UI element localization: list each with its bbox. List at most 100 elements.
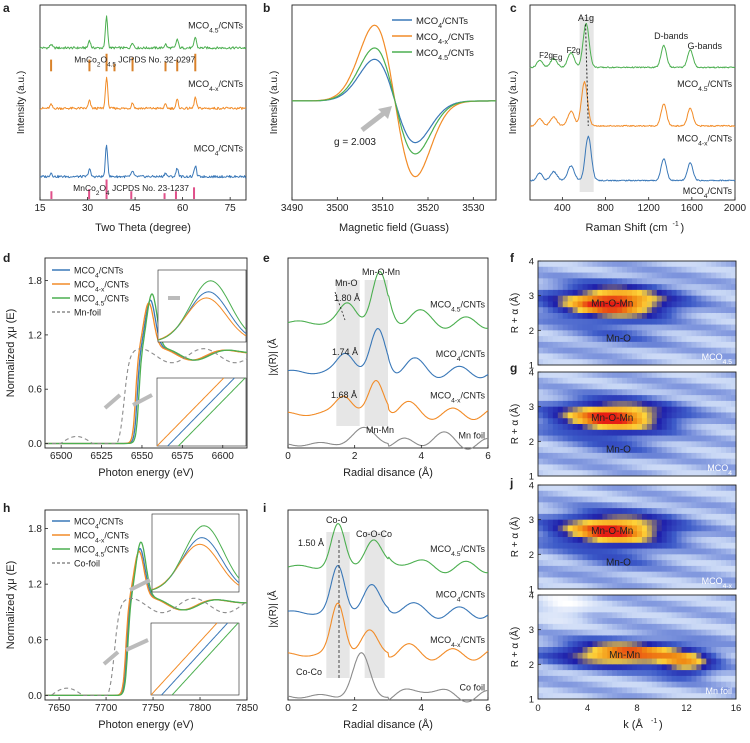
wavelet-cell — [676, 560, 683, 567]
wavelet-cell — [681, 485, 687, 492]
wavelet-cell — [681, 347, 687, 354]
wavelet-cell — [711, 324, 717, 331]
wavelet-cell — [656, 513, 663, 521]
wavelet-cell — [676, 464, 683, 471]
wavelet-cell — [721, 606, 727, 613]
wavelet-cell — [637, 318, 643, 326]
wavelet-cell — [681, 652, 687, 660]
wavelet-cell — [656, 418, 663, 425]
wavelet-cell — [538, 490, 544, 498]
wavelet-cell — [587, 554, 593, 561]
xrd-line-mco45 — [39, 15, 247, 50]
wavelet-cell — [577, 641, 584, 648]
wavelet-cell — [661, 664, 668, 671]
wavelet-cell — [726, 458, 732, 465]
wavelet-cell — [562, 266, 569, 274]
annotation-arrowhead — [378, 106, 392, 119]
wavelet-peak-label: Mn-O — [606, 557, 631, 568]
xrd-series-label: MCO4.5/CNTs — [188, 20, 243, 34]
wavelet-cell — [666, 485, 673, 492]
wavelet-cell — [666, 652, 673, 660]
wavelet-cell — [681, 383, 687, 390]
wavelet-cell — [562, 307, 569, 314]
wavelet-cell — [597, 470, 603, 477]
wavelet-cell — [552, 383, 559, 390]
wavelet-cell — [582, 359, 588, 366]
wavelet-cell — [617, 347, 623, 354]
wavelet-cell — [676, 458, 683, 465]
wavelet-cell — [661, 554, 668, 561]
wavelet-cell — [552, 519, 559, 526]
wavelet-cell — [617, 372, 623, 379]
legend-label: MCO4.5/CNTs — [74, 545, 129, 559]
wavelet-cell — [587, 496, 593, 503]
wavelet-cell — [582, 307, 588, 314]
wavelet-cell — [627, 693, 633, 700]
wavelet-cell — [562, 641, 569, 648]
wavelet-cell — [627, 606, 633, 613]
wavelet-cell — [731, 508, 737, 515]
wavelet-cell — [622, 318, 628, 326]
wavelet-cell — [617, 652, 623, 660]
wavelet-cell — [592, 435, 598, 442]
wavelet-cell — [681, 336, 687, 343]
wavelet-cell — [651, 313, 658, 320]
wavelet-cell — [612, 395, 618, 402]
wavelet-cell — [557, 424, 564, 431]
wavelet-cell — [726, 508, 732, 515]
wavelet-cell — [696, 647, 702, 654]
wavelet-cell — [622, 324, 628, 331]
wavelet-cell — [632, 623, 638, 631]
wavelet-cell — [627, 681, 633, 688]
wavelet-cell — [562, 324, 569, 331]
wavelet-cell — [721, 318, 727, 326]
wavelet-cell — [612, 485, 618, 492]
wavelet-cell — [557, 513, 564, 521]
wavelet-cell — [676, 418, 683, 425]
wavelet-cell — [681, 670, 687, 677]
wavelet-cell — [641, 372, 648, 379]
wavelet-cell — [706, 519, 712, 526]
wavelet-cell — [721, 658, 727, 665]
wavelet-cell — [617, 664, 623, 671]
wavelet-cell — [721, 681, 727, 688]
wavelet-cell — [552, 395, 559, 402]
wavelet-cell — [632, 583, 638, 590]
wavelet-cell — [577, 525, 584, 532]
wavelet-cell — [538, 618, 544, 625]
wavelet-cell — [731, 641, 737, 648]
wavelet-cell — [597, 687, 603, 694]
wavelet-cell — [686, 565, 692, 573]
wavelet-cell — [666, 687, 673, 694]
wavelet-cell — [597, 330, 603, 337]
wavelet-cell — [731, 560, 737, 567]
y-axis-label: R + α (Å) — [508, 517, 521, 558]
wavelet-cell — [716, 359, 722, 366]
wavelet-cell — [676, 647, 683, 654]
wavelet-cell — [711, 424, 717, 431]
wavelet-cell — [716, 418, 722, 425]
wavelet-cell — [562, 318, 569, 326]
wavelet-cell — [612, 284, 618, 291]
wavelet-cell — [656, 324, 663, 331]
wavelet-cell — [567, 353, 574, 360]
wavelet-cell — [686, 395, 692, 402]
wavelet-cell — [731, 623, 737, 631]
wavelet-cell — [592, 295, 598, 302]
wavelet-cell — [617, 353, 623, 360]
wavelet-cell — [681, 647, 687, 654]
wavelet-cell — [557, 554, 564, 561]
wavelet-cell — [671, 341, 678, 349]
wavelet-cell — [731, 548, 737, 555]
wavelet-cell — [651, 452, 658, 460]
inset-line-mco45 — [157, 280, 247, 341]
wavelet-cell — [562, 658, 569, 665]
wavelet-cell — [696, 681, 702, 688]
wavelet-cell — [661, 324, 668, 331]
wavelet-cell — [681, 272, 687, 279]
wavelet-cell — [577, 519, 584, 526]
wavelet-cell — [552, 629, 559, 636]
wavelet-cell — [552, 372, 559, 379]
wavelet-cell — [646, 681, 653, 688]
wavelet-cell — [711, 389, 717, 396]
